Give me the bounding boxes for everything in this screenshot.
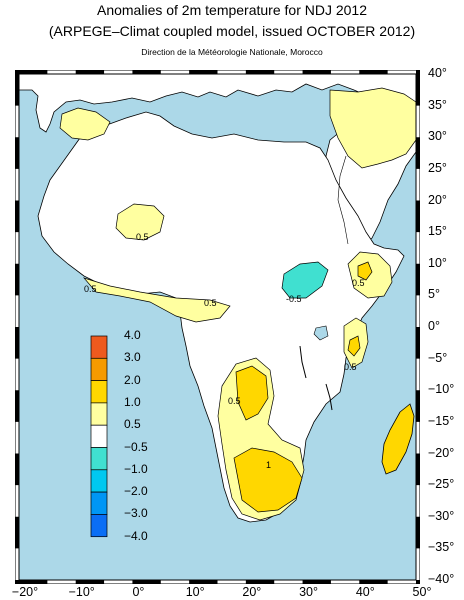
lat-label: 15° [428, 224, 447, 239]
colorbar-label: 1.0 [124, 394, 141, 409]
lat-label: −35° [428, 540, 455, 555]
lon-label: −20° [11, 585, 39, 599]
lat-label: 20° [428, 192, 447, 207]
colorbar-swatch [90, 335, 108, 359]
lake-malawi [325, 383, 333, 411]
lat-label: 10° [428, 255, 447, 270]
lat-label: −5° [428, 350, 448, 365]
lon-label: −10° [68, 585, 95, 599]
lat-label: −15° [428, 413, 455, 428]
anomaly-cold [281, 261, 329, 299]
madagascar [381, 403, 415, 475]
anomaly-south-core2 [233, 447, 303, 513]
lat-label: 25° [428, 160, 447, 175]
map-title: Anomalies of 2m temperature for NDJ 2012 [96, 2, 367, 18]
colorbar-swatch [90, 491, 108, 515]
anomaly-guinea [82, 277, 231, 323]
river-nile [337, 155, 349, 245]
colorbar-label: −2.0 [124, 484, 148, 499]
colorbar-label: 3.0 [124, 350, 141, 365]
colorbar-label: −3.0 [124, 506, 148, 521]
colorbar-label: 0.5 [124, 417, 141, 432]
colorbar-label: 4.0 [124, 328, 141, 342]
colorbar [90, 335, 108, 538]
lake-victoria [313, 325, 329, 341]
lat-label: −10° [428, 382, 455, 397]
colorbar-label: −1.0 [124, 461, 148, 476]
lon-label: 40° [355, 585, 375, 599]
contour-label: 0.5 [204, 298, 217, 308]
lon-label: 50° [412, 585, 432, 599]
contour-label: 0.5 [136, 232, 149, 242]
contour-labels: 0.5 0.5 -0.5 0.5 0.5 0.5 0.5 1 [84, 232, 365, 470]
colorbar-swatch [90, 469, 108, 493]
colorbar-label: −4.0 [124, 528, 148, 543]
lat-label: −30° [428, 508, 455, 523]
lat-label: −25° [428, 477, 455, 492]
lat-label: −40° [428, 572, 455, 586]
colorbar-label: −0.5 [124, 439, 148, 454]
anomaly-sahara [115, 203, 165, 241]
contour-label: 0.5 [352, 278, 365, 288]
colorbar-swatch [90, 514, 108, 538]
lat-label: 30° [428, 129, 447, 144]
lon-label: 30° [299, 585, 319, 599]
lake-tanganyika [299, 345, 307, 379]
anomaly-middle-east [329, 87, 417, 169]
lat-label: 0° [428, 319, 440, 333]
colorbar-label: 2.0 [124, 372, 141, 387]
contour-label: 1 [266, 460, 271, 470]
contour-label: -0.5 [286, 294, 302, 304]
lat-label: 5° [428, 287, 440, 302]
lon-label: 0° [132, 585, 145, 599]
credit-line: Direction de la Météorologie Nationale, … [141, 47, 323, 57]
lat-label: 40° [428, 66, 447, 80]
anomaly-south-core [235, 365, 269, 421]
anomaly-east-africa-core [347, 335, 361, 357]
lat-label: 35° [428, 97, 447, 112]
contour-label: 0.5 [84, 284, 97, 294]
lat-label: −20° [428, 445, 455, 460]
colorbar-swatch [90, 380, 108, 404]
colorbar-swatch [90, 447, 108, 471]
colorbar-swatch [90, 402, 108, 426]
colorbar-swatch [90, 424, 108, 448]
map-subtitle: (ARPEGE–Climat coupled model, issued OCT… [48, 23, 416, 39]
contour-label: 0.5 [344, 362, 357, 372]
contour-label: 0.5 [228, 396, 241, 406]
anomaly-ethiopia-core [357, 261, 373, 281]
colorbar-swatch [90, 357, 108, 381]
anomaly-north [59, 107, 111, 141]
lon-label: 20° [242, 585, 262, 599]
lon-label: 10° [185, 585, 205, 599]
